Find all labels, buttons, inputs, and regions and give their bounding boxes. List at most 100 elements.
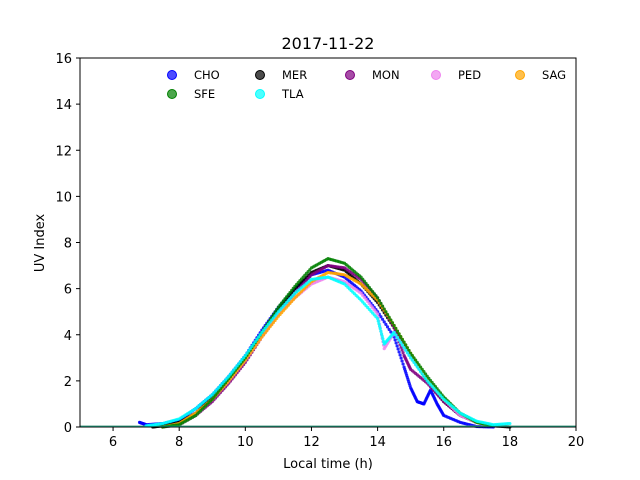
data-point <box>258 333 262 337</box>
legend-item-mon: MON <box>345 68 400 82</box>
data-point <box>384 310 388 314</box>
data-point <box>394 326 398 330</box>
x-tick-label: 8 <box>175 435 183 450</box>
data-point <box>399 340 403 345</box>
data-point <box>401 362 405 366</box>
data-point <box>400 348 404 352</box>
x-axis-label: Local time (h) <box>283 457 373 472</box>
data-point <box>420 372 424 376</box>
data-point <box>378 327 382 331</box>
data-point <box>410 353 414 358</box>
data-point <box>380 304 385 308</box>
legend-label: TLA <box>281 87 304 101</box>
data-point <box>247 349 251 353</box>
x-tick-label: 20 <box>568 435 585 450</box>
data-point <box>415 360 419 365</box>
data-point <box>376 317 380 321</box>
data-point <box>423 376 428 381</box>
y-tick-label: 0 <box>64 421 72 436</box>
data-point <box>377 299 381 303</box>
series-ped <box>80 275 576 429</box>
data-point <box>245 351 249 355</box>
data-point <box>252 342 256 346</box>
data-point <box>387 315 391 319</box>
data-point <box>376 296 380 300</box>
data-point <box>401 351 405 355</box>
x-tick-label: 12 <box>303 435 320 450</box>
legend-marker <box>255 89 265 99</box>
data-point <box>417 367 421 371</box>
y-tick-label: 14 <box>55 98 72 113</box>
data-point <box>255 337 259 341</box>
data-point <box>395 335 400 340</box>
legend-marker <box>255 70 265 80</box>
y-tick-label: 8 <box>64 237 72 252</box>
chart-title: 2017-11-22 <box>282 34 375 53</box>
legend-marker <box>345 70 355 80</box>
data-point <box>392 330 396 335</box>
data-point <box>423 372 428 376</box>
data-point <box>508 421 512 426</box>
data-point <box>250 344 254 348</box>
legend-item-ped: PED <box>431 68 481 82</box>
series-sfe <box>80 257 576 429</box>
data-point <box>407 353 411 357</box>
y-axis-label: UV Index <box>33 214 48 273</box>
data-point <box>393 338 397 342</box>
data-point <box>385 312 390 317</box>
y-tick-label: 16 <box>55 52 72 67</box>
data-point <box>394 333 398 337</box>
data-point <box>382 320 386 324</box>
data-point <box>405 346 409 350</box>
data-point <box>422 374 426 378</box>
legend-item-mer: MER <box>255 68 307 82</box>
data-point <box>248 346 252 351</box>
data-point <box>377 322 381 326</box>
data-point <box>399 356 403 360</box>
series-tla <box>80 275 576 428</box>
data-point <box>395 344 399 348</box>
x-tick-label: 10 <box>237 435 254 450</box>
data-point <box>405 351 409 355</box>
x-tick-label: 16 <box>435 435 452 450</box>
data-point <box>399 334 403 339</box>
legend-marker <box>431 70 441 80</box>
legend-label: MON <box>372 68 400 82</box>
data-point <box>379 301 383 305</box>
series-sag <box>80 270 576 429</box>
data-point <box>394 341 398 345</box>
legend-label: CHO <box>194 68 220 82</box>
data-point <box>404 348 408 352</box>
data-point <box>389 318 393 322</box>
data-point <box>390 321 395 325</box>
data-point <box>407 348 411 353</box>
data-point <box>412 360 416 365</box>
legend-label: PED <box>458 68 481 82</box>
data-point <box>420 367 424 371</box>
data-point <box>409 356 413 360</box>
data-point <box>417 363 421 367</box>
data-point <box>418 370 423 374</box>
data-point <box>385 325 390 329</box>
data-point <box>379 315 383 319</box>
data-point <box>379 329 383 333</box>
data-point <box>379 332 384 336</box>
data-point <box>395 329 400 333</box>
data-point <box>253 340 257 344</box>
data-point <box>414 358 418 362</box>
x-tick-label: 18 <box>502 435 519 450</box>
data-point <box>396 347 400 351</box>
x-tick-label: 14 <box>369 435 386 450</box>
data-point <box>243 353 247 358</box>
y-tick-label: 6 <box>64 283 72 298</box>
data-point <box>400 359 404 363</box>
data-point <box>400 337 404 341</box>
data-point <box>380 334 384 338</box>
data-point <box>376 312 380 316</box>
legend-label: SAG <box>542 68 566 82</box>
data-point <box>256 335 261 339</box>
y-tick-label: 12 <box>55 144 72 159</box>
legend-item-sag: SAG <box>515 68 566 82</box>
legend-label: SFE <box>194 87 215 101</box>
data-point <box>380 317 385 321</box>
